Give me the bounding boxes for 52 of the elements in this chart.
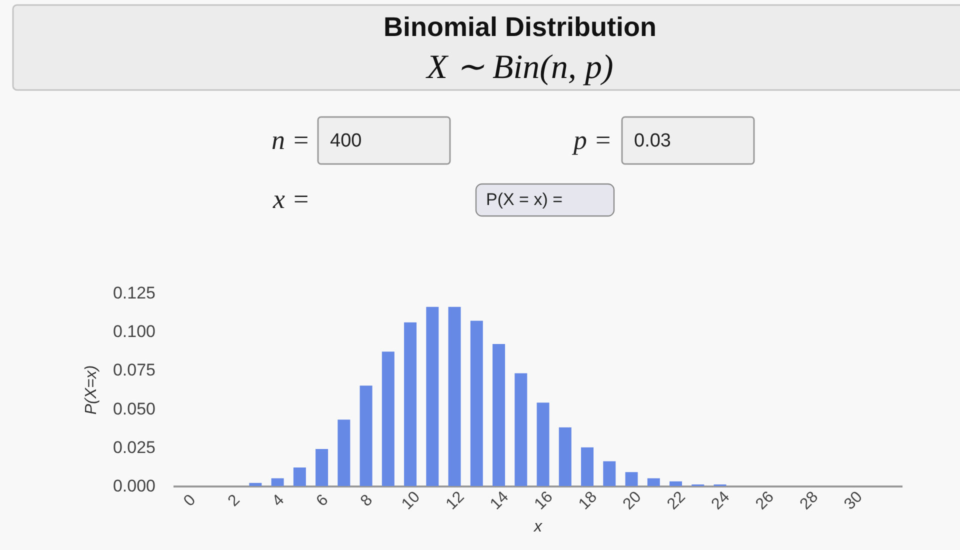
text: p = (572, 125, 612, 155)
bar (426, 306, 439, 486)
y-tick-label: 0.000 (112, 476, 156, 496)
bar (603, 461, 616, 486)
x-axis-title: x (533, 518, 543, 536)
y-tick-label: 0.050 (112, 399, 156, 418)
bar (271, 478, 284, 486)
bar (448, 306, 461, 486)
x-tick-label: 26 (752, 488, 778, 514)
x-tick-label: 10 (398, 488, 424, 514)
text: Binomial Distribution (384, 12, 656, 42)
bar (625, 472, 638, 486)
x-tick-label: 4 (269, 492, 288, 510)
text: 400 (330, 130, 362, 152)
y-tick-label: 0.100 (112, 322, 156, 342)
x-tick-label: 6 (313, 492, 332, 510)
y-axis-title: P(X=x) (82, 365, 100, 415)
bar (647, 478, 660, 486)
x-tick-label: 12 (443, 488, 468, 514)
text: X ∼ Bin(n, p) (424, 49, 614, 86)
bar (492, 344, 506, 486)
bar (316, 448, 328, 486)
bar (536, 402, 550, 486)
x-tick-label: 20 (620, 488, 645, 514)
x-tick-label: 14 (487, 488, 512, 514)
text: n = (272, 125, 310, 155)
x-tick-label: 8 (358, 492, 376, 510)
text: 0.03 (634, 130, 671, 152)
bar (470, 320, 483, 486)
x-tick-label: 30 (841, 488, 866, 514)
bar (404, 322, 417, 486)
x-tick-label: 16 (532, 488, 556, 514)
x-tick-label: 28 (797, 488, 822, 514)
bar (293, 467, 306, 486)
y-tick-label: 0.125 (112, 284, 156, 302)
x-tick-label: 2 (225, 492, 244, 510)
bar (558, 427, 572, 486)
bar (249, 482, 262, 486)
y-tick-label: 0.025 (112, 438, 156, 457)
bar (514, 373, 528, 486)
bar (670, 481, 682, 486)
x-tick-label: 24 (708, 488, 734, 514)
bar (382, 352, 394, 486)
x-tick-label: 0 (180, 492, 200, 510)
bar (360, 386, 372, 486)
text: P(X = x) = (486, 190, 563, 209)
x-tick-label: 18 (576, 488, 601, 514)
y-tick-label: 0.075 (112, 360, 156, 380)
bar (581, 447, 594, 486)
x-tick-label: 22 (664, 488, 689, 514)
text: x = (272, 184, 310, 214)
bar (338, 420, 350, 486)
